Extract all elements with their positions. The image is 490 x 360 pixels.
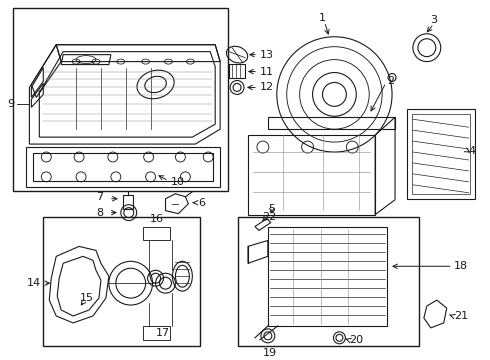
Text: 10: 10 xyxy=(171,177,184,187)
Bar xyxy=(407,109,474,199)
Text: 12: 12 xyxy=(260,82,274,93)
Text: 7: 7 xyxy=(96,192,103,202)
Text: 19: 19 xyxy=(263,348,277,358)
Text: 14: 14 xyxy=(26,278,41,288)
Bar xyxy=(268,226,387,326)
Bar xyxy=(229,64,245,77)
Bar xyxy=(43,217,200,346)
Bar xyxy=(238,217,419,346)
Text: 16: 16 xyxy=(149,213,164,224)
Text: 2: 2 xyxy=(387,76,394,86)
Text: 4: 4 xyxy=(468,146,476,156)
Text: 20: 20 xyxy=(349,335,364,345)
Bar xyxy=(123,195,133,209)
Text: 9: 9 xyxy=(7,99,14,109)
Text: 17: 17 xyxy=(155,328,170,338)
Bar xyxy=(14,8,228,191)
Text: 3: 3 xyxy=(430,15,437,25)
Text: 1: 1 xyxy=(319,13,326,23)
Text: 5: 5 xyxy=(269,204,275,213)
Text: 6: 6 xyxy=(198,198,205,208)
Text: 11: 11 xyxy=(260,67,274,77)
Text: 15: 15 xyxy=(80,293,94,303)
Bar xyxy=(143,226,171,240)
Text: 18: 18 xyxy=(454,261,468,271)
Text: 22: 22 xyxy=(262,212,276,222)
Bar xyxy=(412,114,469,194)
Text: 8: 8 xyxy=(96,208,103,218)
Text: 21: 21 xyxy=(454,311,468,321)
Bar xyxy=(143,326,171,340)
Text: 13: 13 xyxy=(260,50,274,60)
